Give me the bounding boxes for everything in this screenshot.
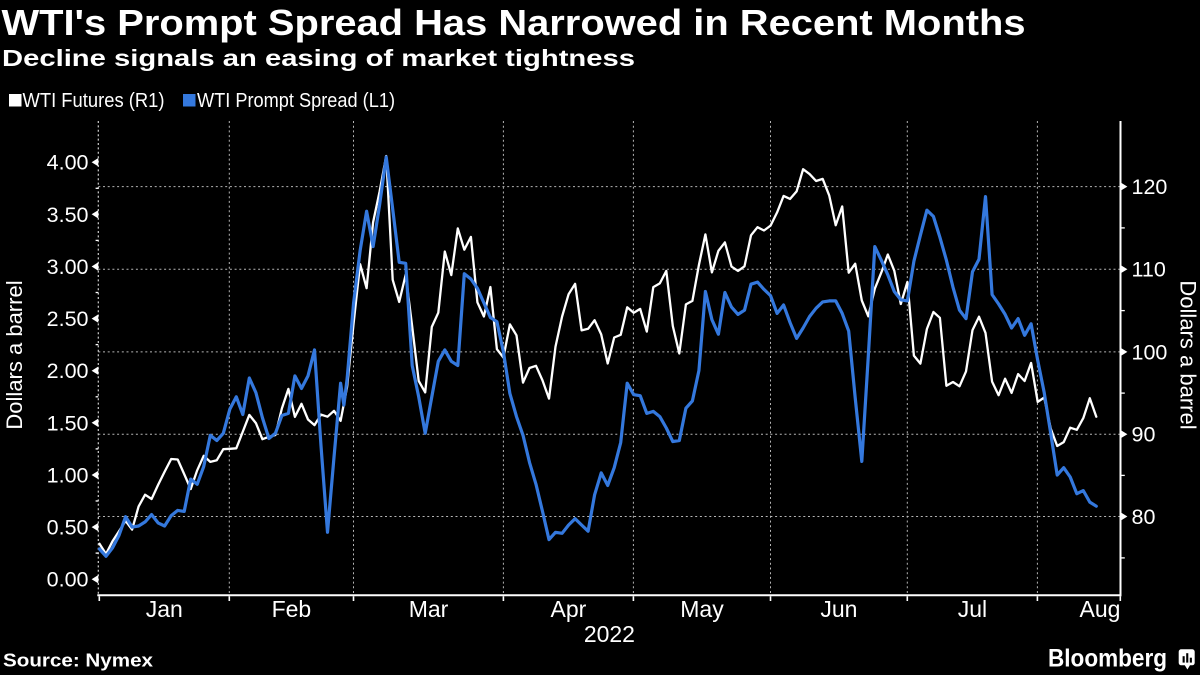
svg-text:90: 90 (1132, 423, 1156, 447)
svg-text:Bloomberg: Bloomberg (1048, 645, 1167, 673)
svg-text:Dollars a barrel: Dollars a barrel (1176, 280, 1200, 429)
svg-text:Feb: Feb (272, 596, 312, 622)
svg-text:2.50: 2.50 (47, 307, 89, 331)
svg-text:0.00: 0.00 (47, 568, 89, 592)
svg-text:2.00: 2.00 (47, 359, 89, 383)
svg-text:May: May (680, 596, 724, 622)
svg-text:Decline signals an easing of m: Decline signals an easing of market tigh… (2, 45, 635, 71)
svg-text:80: 80 (1132, 505, 1156, 529)
svg-text:1.50: 1.50 (47, 411, 89, 435)
svg-text:WTI Futures (R1): WTI Futures (R1) (23, 90, 165, 112)
svg-text:Jan: Jan (146, 596, 183, 622)
svg-text:WTI's Prompt Spread Has Narrow: WTI's Prompt Spread Has Narrowed in Rece… (2, 2, 1026, 43)
svg-text:Apr: Apr (551, 596, 587, 622)
svg-text:Jul: Jul (958, 596, 987, 622)
svg-text:0.50: 0.50 (47, 516, 89, 540)
svg-text:3.00: 3.00 (47, 255, 89, 279)
svg-text:Jun: Jun (820, 596, 857, 622)
svg-text:WTI Prompt Spread (L1): WTI Prompt Spread (L1) (197, 90, 395, 112)
svg-text:2022: 2022 (584, 621, 635, 647)
svg-text:110: 110 (1132, 258, 1166, 282)
svg-text:3.50: 3.50 (47, 203, 89, 227)
svg-text:1.00: 1.00 (47, 464, 89, 488)
svg-text:120: 120 (1132, 175, 1168, 199)
svg-text:Dollars a barrel: Dollars a barrel (2, 280, 27, 429)
svg-text:Mar: Mar (409, 596, 449, 622)
svg-text:100: 100 (1132, 340, 1168, 364)
svg-text:4.00: 4.00 (47, 151, 89, 175)
svg-text:Aug: Aug (1080, 596, 1121, 622)
svg-text:Source: Nymex: Source: Nymex (3, 651, 153, 671)
